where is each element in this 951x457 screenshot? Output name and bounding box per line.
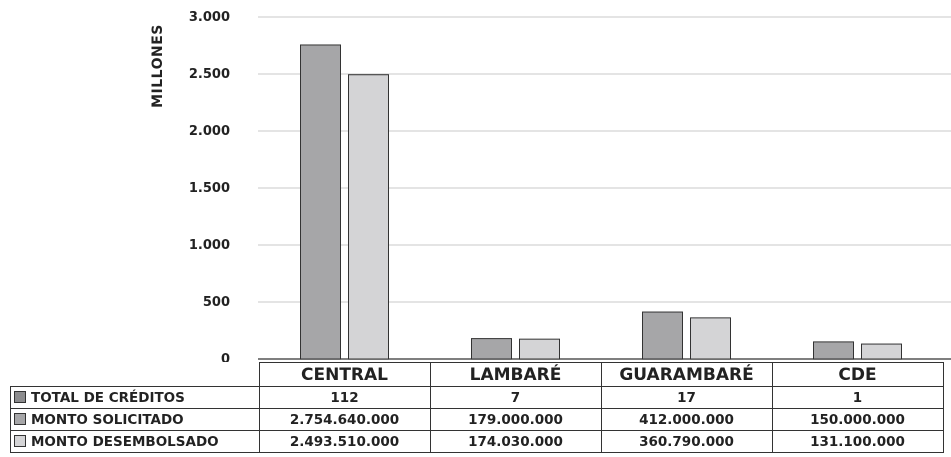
bar-lambaré-series-1 <box>519 338 560 360</box>
y-axis-label: MILLONES <box>150 24 166 108</box>
row-label-monto-desembolsado: MONTO DESEMBOLSADO <box>10 430 260 453</box>
bar-lambaré-series-0 <box>471 338 512 360</box>
legend-swatch-desembolsado <box>14 434 26 447</box>
bars <box>300 44 902 360</box>
category-cde: CDE <box>771 362 944 387</box>
bar-guarambaré-series-0 <box>642 311 683 360</box>
bar-chart: 3.000 2.500 2.000 1.500 1.000 500 0 MILLONES <box>150 10 951 362</box>
table-corner <box>11 363 260 387</box>
legend-swatch-total <box>14 390 26 403</box>
row-label-text: MONTO DESEMBOLSADO <box>31 433 219 450</box>
y-tick-label: 1.500 <box>189 181 230 196</box>
table-row-total-creditos: TOTAL DE CRÉDITOS 112 7 17 1 <box>10 386 944 409</box>
bar-guarambaré-series-1 <box>690 317 731 360</box>
bar-cde-series-1 <box>861 343 902 360</box>
row-label-monto-solicitado: MONTO SOLICITADO <box>10 408 260 431</box>
table-cell: 2.754.640.000 <box>258 408 431 431</box>
y-tick-label: 2.000 <box>189 124 230 139</box>
y-axis-ticks: 3.000 2.500 2.000 1.500 1.000 500 0 <box>189 10 230 362</box>
bar-central-series-0 <box>300 44 341 360</box>
y-tick-label: 500 <box>203 295 230 310</box>
category-central: CENTRAL <box>258 362 431 387</box>
bar-central-series-1 <box>348 74 389 360</box>
y-tick-label: 0 <box>221 352 230 362</box>
table-cell: 174.030.000 <box>429 430 602 453</box>
table-cell: 360.790.000 <box>600 430 773 453</box>
table-cell: 2.493.510.000 <box>258 430 431 453</box>
table-cell: 17 <box>600 386 773 409</box>
table-cell: 7 <box>429 386 602 409</box>
row-label-text: MONTO SOLICITADO <box>31 411 184 428</box>
table-cell: 150.000.000 <box>771 408 944 431</box>
table-cell: 412.000.000 <box>600 408 773 431</box>
table-row-monto-solicitado: MONTO SOLICITADO 2.754.640.000 179.000.0… <box>10 408 944 431</box>
data-table: CENTRAL LAMBARÉ GUARAMBARÉ CDE TOTAL DE … <box>10 362 944 453</box>
category-row: CENTRAL LAMBARÉ GUARAMBARÉ CDE <box>11 362 944 387</box>
table-cell: 131.100.000 <box>771 430 944 453</box>
category-lambare: LAMBARÉ <box>429 362 602 387</box>
table-cell: 1 <box>771 386 944 409</box>
bar-cde-series-0 <box>813 341 854 360</box>
row-label-total-creditos: TOTAL DE CRÉDITOS <box>10 386 260 409</box>
category-guarambare: GUARAMBARÉ <box>600 362 773 387</box>
y-tick-label: 1.000 <box>189 238 230 253</box>
row-label-text: TOTAL DE CRÉDITOS <box>31 389 185 406</box>
y-tick-label: 2.500 <box>189 67 230 82</box>
table-cell: 112 <box>258 386 431 409</box>
table-cell: 179.000.000 <box>429 408 602 431</box>
y-tick-label: 3.000 <box>189 10 230 25</box>
legend-swatch-solicitado <box>14 412 26 425</box>
table-row-monto-desembolsado: MONTO DESEMBOLSADO 2.493.510.000 174.030… <box>10 430 944 453</box>
